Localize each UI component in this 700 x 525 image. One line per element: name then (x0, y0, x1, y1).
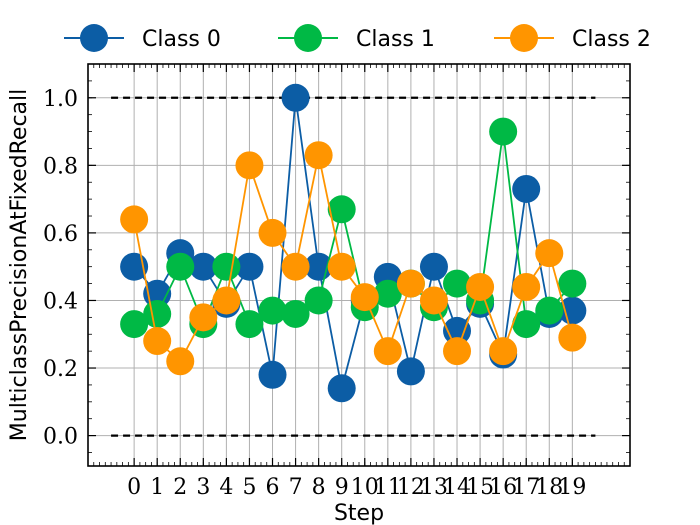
x-tick-label: 14 (443, 475, 471, 500)
data-point (304, 141, 333, 170)
legend: Class 0 Class 1 Class 2 (64, 24, 651, 52)
data-point (512, 174, 541, 203)
data-point (466, 272, 495, 301)
data-point (396, 357, 425, 386)
x-tick-label: 12 (397, 475, 425, 500)
data-point (235, 310, 264, 339)
y-tick-label: 0.6 (43, 222, 78, 247)
x-tick-label: 15 (466, 475, 494, 500)
data-point (258, 218, 287, 247)
data-point (212, 286, 241, 315)
data-point (143, 299, 172, 328)
x-tick-label: 5 (242, 475, 256, 500)
data-point (489, 337, 518, 366)
data-point (443, 269, 472, 298)
data-point (489, 117, 518, 146)
data-point (535, 296, 564, 325)
y-axis-title: MulticlassPrecisionAtFixedRecall (7, 89, 32, 441)
x-tick-label: 11 (374, 475, 402, 500)
legend-item-0: Class 0 (64, 24, 221, 52)
reference-lines (111, 96, 596, 437)
legend-marker (80, 24, 108, 52)
y-tick-label: 0.8 (43, 154, 78, 179)
series-1 (120, 117, 587, 339)
x-tick-label: 19 (558, 475, 586, 500)
data-point (166, 252, 195, 281)
data-point (327, 195, 356, 224)
data-point (166, 347, 195, 376)
data-point (327, 252, 356, 281)
data-point (235, 151, 264, 180)
legend-label: Class 0 (142, 27, 221, 52)
x-tick-label: 17 (512, 475, 540, 500)
x-axis-title: Step (334, 501, 384, 525)
x-tick-label: 16 (489, 475, 517, 500)
data-point (350, 283, 379, 312)
data-point (396, 269, 425, 298)
data-point (558, 269, 587, 298)
data-point (189, 252, 218, 281)
data-point (235, 252, 264, 281)
data-point (512, 272, 541, 301)
data-point (281, 299, 310, 328)
data-point (258, 360, 287, 389)
y-tick-label: 0.0 (43, 425, 78, 450)
data-point (189, 303, 218, 332)
data-point (281, 83, 310, 112)
data-point (558, 296, 587, 325)
data-point (535, 239, 564, 268)
data-point (419, 286, 448, 315)
x-tick-label: 4 (219, 475, 233, 500)
data-point (512, 310, 541, 339)
x-tick-label: 13 (420, 475, 448, 500)
legend-marker (294, 24, 322, 52)
x-tick-label: 7 (289, 475, 303, 500)
x-tick-label: 18 (535, 475, 563, 500)
legend-item-2: Class 2 (494, 24, 651, 52)
data-point (327, 374, 356, 403)
legend-item-1: Class 1 (278, 24, 435, 52)
x-tick-label: 6 (266, 475, 280, 500)
data-point (120, 205, 149, 234)
x-tick-label: 2 (173, 475, 187, 500)
tick-labels: 0 1 2 3 4 5 6 7 8 9 101112131415161718190.00.20.40… (43, 87, 586, 500)
legend-label: Class 1 (356, 27, 435, 52)
data-point (419, 252, 448, 281)
y-tick-label: 1.0 (43, 87, 78, 112)
data-point (443, 337, 472, 366)
x-tick-label: 10 (351, 475, 379, 500)
data-point (212, 252, 241, 281)
legend-label: Class 2 (572, 27, 651, 52)
data-point (143, 327, 172, 356)
x-tick-label: 0 (127, 475, 141, 500)
data-point (258, 296, 287, 325)
x-tick-label: 3 (196, 475, 210, 500)
axis-ticks (87, 64, 631, 466)
x-tick-label: 9 (335, 475, 349, 500)
data-point (120, 310, 149, 339)
data-point (373, 279, 402, 308)
data-point (558, 323, 587, 352)
x-tick-label: 1 (150, 475, 164, 500)
series-2 (120, 141, 587, 376)
series-group (120, 83, 587, 403)
legend-marker (510, 24, 538, 52)
y-tick-label: 0.4 (43, 289, 78, 314)
x-tick-label: 8 (312, 475, 326, 500)
data-point (304, 286, 333, 315)
y-tick-label: 0.2 (43, 357, 78, 382)
data-point (281, 252, 310, 281)
data-point (373, 337, 402, 366)
